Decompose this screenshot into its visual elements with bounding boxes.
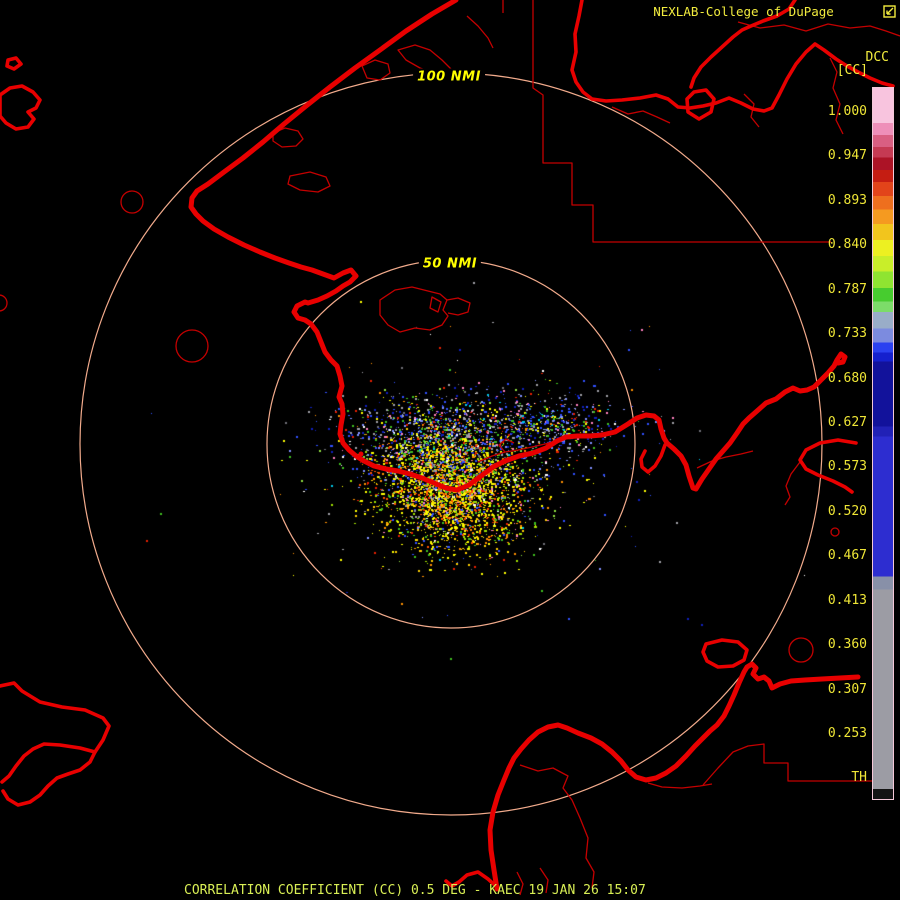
range-rings xyxy=(79,72,823,816)
foot-curls-south xyxy=(444,870,499,889)
colorbar-tick-label: 0.733 xyxy=(827,326,867,341)
lake-circle-d xyxy=(0,294,8,312)
dupage-logo-icon xyxy=(838,5,896,18)
colorbar-tick-label: 0.413 xyxy=(827,593,867,608)
descender-b xyxy=(539,867,549,894)
colorbar-tick-label: 0.680 xyxy=(827,371,867,386)
colorbar-tick-label: 0.573 xyxy=(827,459,867,474)
colorbar-tick-label: 0.467 xyxy=(827,548,867,563)
county-line-se xyxy=(702,743,872,786)
coastline-ne2 xyxy=(689,0,797,89)
brand-text: NEXLAB-College of DuPage xyxy=(653,4,834,19)
inland-line-east xyxy=(696,450,754,469)
range-ring-50nmi xyxy=(266,259,636,629)
colorbar-tick-label: 0.787 xyxy=(827,282,867,297)
island-nw-blob xyxy=(0,84,42,131)
lake-circle-a xyxy=(120,190,144,214)
bay-arc-south xyxy=(487,661,861,892)
colorbar-tick-label: 0.840 xyxy=(827,237,867,252)
lake-circle-b xyxy=(175,329,209,363)
coastline-main xyxy=(188,0,848,493)
arc-inner-river xyxy=(519,764,595,889)
descender-a xyxy=(516,871,524,896)
island-west-arm2 xyxy=(1,750,97,807)
product-code: DCC xyxy=(865,50,889,65)
colorbar xyxy=(872,87,894,800)
island-nw-d xyxy=(287,171,331,193)
border-thin-ne xyxy=(737,21,900,37)
island-west-arm1 xyxy=(0,681,111,784)
header-brand: NEXLAB-College of DuPage xyxy=(653,4,896,19)
product-caption: CORRELATION COEFFICIENT (CC) 0.5 DEG - K… xyxy=(184,883,646,898)
product-unit: [CC] xyxy=(836,63,868,78)
lake-circle-c xyxy=(788,637,814,663)
colorbar-tick-label: 1.000 xyxy=(827,104,867,119)
peninsula-loop xyxy=(639,443,667,474)
thin-map-details xyxy=(0,15,900,896)
shore-detail-center xyxy=(477,440,557,463)
colorbar-tick-label: 0.253 xyxy=(827,726,867,741)
island-sw-inner xyxy=(429,296,442,313)
colorbar-tick-label: 0.893 xyxy=(827,193,867,208)
coast-fork-top xyxy=(466,15,494,49)
island-ne-blob xyxy=(685,88,716,121)
colorbar-tick-label: 0.360 xyxy=(827,637,867,652)
island-nw-tiny xyxy=(5,56,23,71)
colorbar-tick-label: 0.627 xyxy=(827,415,867,430)
squiggle-right-edge xyxy=(829,57,844,135)
island-sw-ext xyxy=(446,297,471,316)
colorbar-tick-label: TH xyxy=(851,770,867,785)
colorbar-tick-label: 0.520 xyxy=(827,504,867,519)
colorbar-tick-label: 0.307 xyxy=(827,682,867,697)
coast-right-mid-blob xyxy=(798,438,858,494)
island-nw-a xyxy=(272,127,304,148)
range-ring-label-100: 100 NMI xyxy=(413,68,485,86)
county-line-ne xyxy=(532,0,831,243)
lake-line-s xyxy=(647,782,713,789)
island-sw-large xyxy=(379,286,449,333)
tiny-mark-right xyxy=(830,527,840,537)
colorbar-tick-label: 0.947 xyxy=(827,148,867,163)
range-ring-label-50: 50 NMI xyxy=(418,255,482,273)
county-boundaries xyxy=(502,0,872,786)
island-nw-b xyxy=(361,59,391,81)
island-se-blob xyxy=(701,638,749,669)
coastline-ne xyxy=(570,0,895,113)
right-mid-thin xyxy=(784,461,801,506)
island-ne-thin-a xyxy=(611,106,671,124)
shore-loop-center xyxy=(498,438,515,453)
range-ring-100nmi xyxy=(79,72,823,816)
small-islet-dot xyxy=(358,451,364,457)
